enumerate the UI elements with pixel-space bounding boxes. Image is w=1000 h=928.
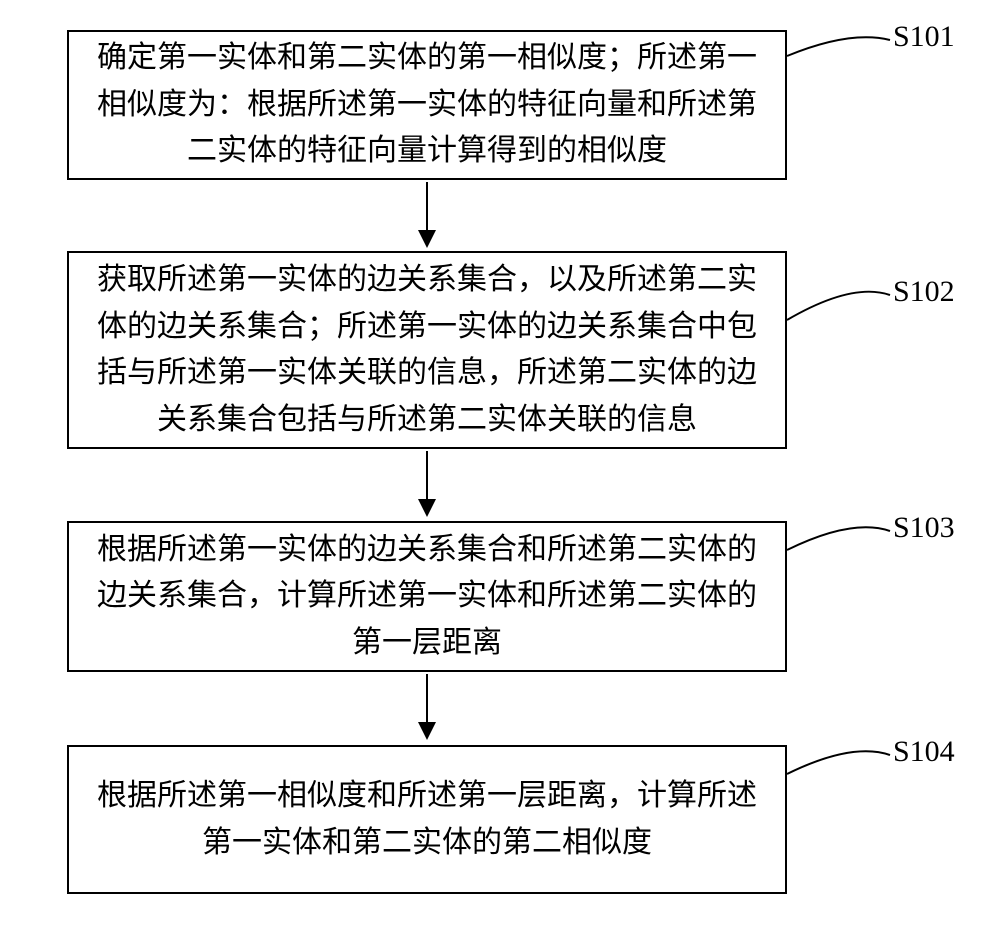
arrow-head-icon xyxy=(418,499,436,517)
arrow-head-icon xyxy=(418,722,436,740)
arrow-1 xyxy=(426,182,428,231)
flowchart-canvas: 确定第一实体和第二实体的第一相似度；所述第一相似度为：根据所述第一实体的特征向量… xyxy=(0,0,1000,928)
arrow-head-icon xyxy=(418,230,436,248)
arrow-2 xyxy=(426,451,428,500)
connector-s104 xyxy=(0,0,1000,928)
arrow-3 xyxy=(426,674,428,723)
